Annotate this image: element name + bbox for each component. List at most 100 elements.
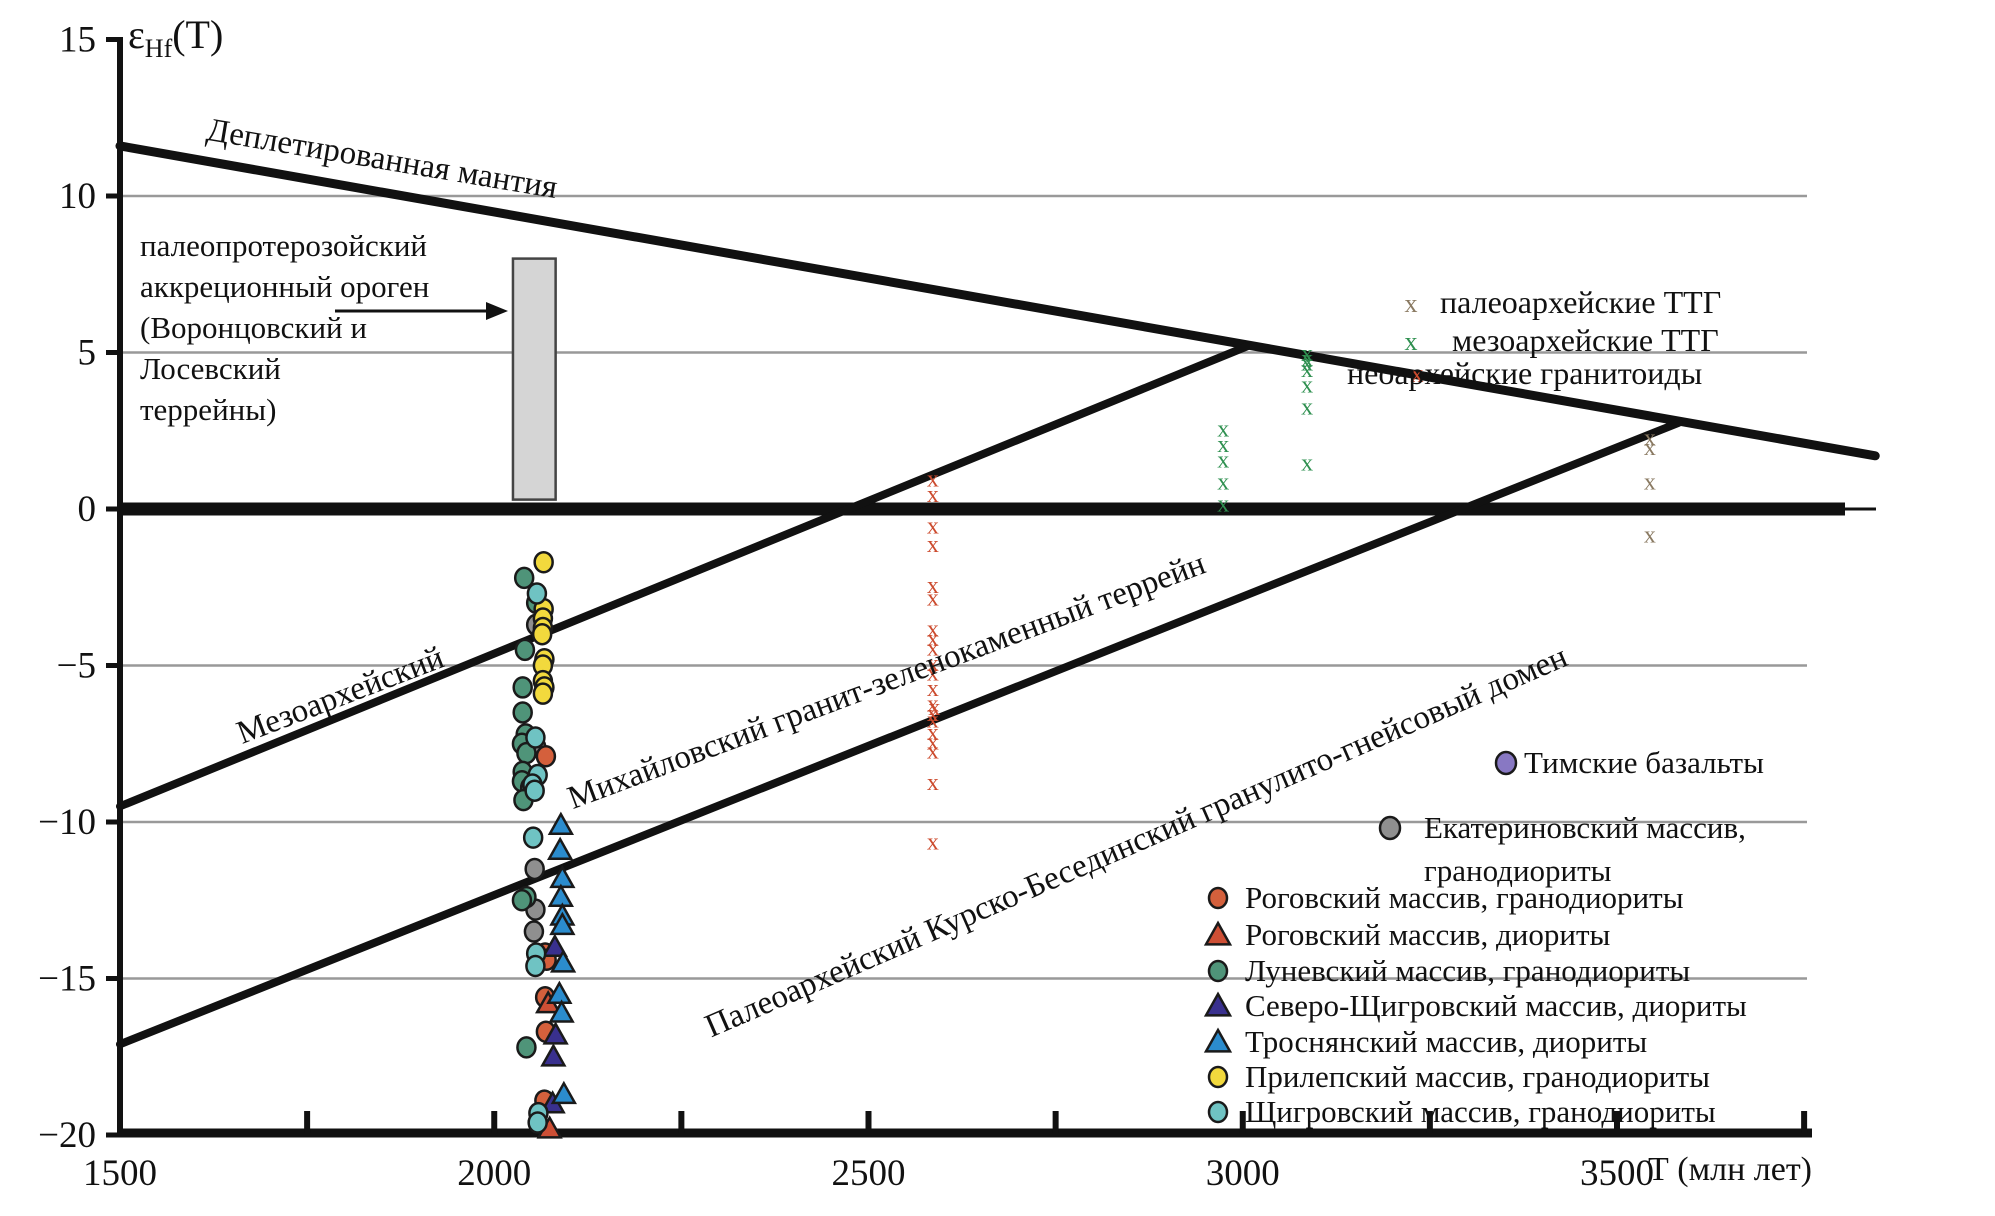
legend-label-0: Тимские базальты: [1524, 745, 1764, 780]
x-tick-label-1500: 1500: [83, 1153, 157, 1194]
point-Прилепский-массив: [533, 550, 554, 574]
y-axis-title: εHf(Т): [128, 12, 224, 63]
point-Северо-Щигровский-массив: [541, 933, 569, 958]
y-tick-label--20: −20: [38, 1115, 96, 1156]
legend-marker-7: [1203, 1027, 1233, 1053]
point-мезоархейские-ТТГ: x: [1301, 372, 1313, 398]
legend-label-3: Роговский массив, гранодиориты: [1245, 880, 1684, 915]
x-tick-label-2000: 2000: [457, 1153, 531, 1194]
point-неоархейские-гранитоиды: x: [927, 770, 939, 796]
point-неоархейские-гранитоиды: x: [927, 692, 939, 718]
y-tick-label-0: 0: [78, 489, 97, 530]
point-неоархейские-гранитоиды: x: [927, 701, 939, 727]
point-Троснянский-массив: [546, 980, 573, 1004]
legend-marker-0: [1494, 750, 1518, 776]
point-Троснянский-массив: [548, 999, 575, 1023]
y-tick-label-10: 10: [59, 176, 96, 217]
point-Троснянский-массив: [546, 836, 574, 860]
ttg-legend-marker-2: x: [1411, 359, 1424, 388]
kursk_besedinsky_line: [116, 418, 1683, 1049]
y-tick-label--15: −15: [38, 959, 96, 1000]
point-неоархейские-гранитоиды: x: [927, 585, 939, 611]
legend-marker-1: [1378, 815, 1402, 841]
point-мезоархейские-ТТГ: x: [1301, 394, 1313, 420]
point-неоархейские-гранитоиды: x: [927, 720, 939, 746]
point-Троснянский-массив: [547, 811, 575, 835]
point-Щигровский-массив: [525, 726, 546, 749]
point-мезоархейские-ТТГ: x: [1301, 346, 1313, 372]
point-неоархейские-гранитоиды: x: [927, 617, 939, 643]
point-Щигровский-массив: [526, 582, 548, 605]
point-Щигровский-массив: [524, 779, 545, 802]
point-мезоархейские-ТТГ: x: [1217, 491, 1229, 517]
point-неоархейские-гранитоиды: x: [927, 676, 939, 702]
point-неоархейские-гранитоиды: x: [927, 635, 939, 661]
point-палеоархейские-ТТГ: x: [1644, 469, 1656, 495]
point-неоархейские-гранитоиды: x: [927, 829, 939, 855]
point-палеоархейские-ТТГ: x: [1644, 426, 1656, 452]
point-неоархейские-гранитоиды: x: [927, 707, 939, 733]
point-неоархейские-гранитоиды: x: [928, 695, 940, 721]
legend-label-5: Луневский массив, гранодиориты: [1245, 953, 1691, 988]
y-tick-label-15: 15: [59, 20, 96, 61]
legend-marker-6: [1203, 991, 1233, 1017]
point-Прилепский-массив: [531, 622, 553, 646]
point-неоархейские-гранитоиды: x: [927, 660, 939, 686]
point-Прилепский-массив: [532, 682, 554, 705]
legend-marker-9: [1207, 1100, 1229, 1124]
point-Луневский-массив: [516, 1036, 537, 1059]
x-tick-label-2500: 2500: [832, 1153, 906, 1194]
point-Северо-Щигровский-массив: [540, 1043, 567, 1067]
point-Роговский-массив: [535, 745, 557, 768]
y-tick-label--10: −10: [38, 802, 96, 843]
point-мезоархейские-ТТГ: x: [1217, 469, 1229, 495]
ttg-legend-label-2: неоархейские гранитоиды: [1347, 355, 1703, 391]
x-tick-label-3500: 3500: [1580, 1153, 1654, 1194]
point-Екатериновский-массив: [524, 857, 545, 881]
point-мезоархейские-ТТГ: x: [1301, 451, 1313, 477]
point-неоархейские-гранитоиды: x: [927, 466, 939, 492]
point-Луневский-массив: [514, 638, 536, 662]
paleoproterozoic-orogen-label: палеопротерозойский аккреционный ороген …: [140, 228, 430, 427]
legend-label-2: гранодиориты: [1424, 853, 1612, 888]
point-палеоархейские-ТТГ: x: [1644, 523, 1656, 549]
ttg-legend-label-1: мезоархейские ТТГ: [1452, 322, 1719, 358]
point-Луневский-массив: [513, 566, 535, 590]
point-мезоархейские-ТТГ: x: [1217, 448, 1229, 474]
y-tick-label-5: 5: [78, 333, 97, 374]
point-неоархейские-гранитоиды: x: [927, 739, 939, 765]
point-Троснянский-массив: [549, 911, 576, 936]
point-Щигровский-массив: [527, 1111, 548, 1134]
point-неоархейские-гранитоиды: x: [927, 729, 939, 755]
point-неоархейские-гранитоиды: x: [927, 532, 939, 558]
point-неоархейские-гранитоиды: x: [927, 573, 939, 599]
legend-marker-5: [1207, 959, 1229, 983]
point-мезоархейские-ТТГ: x: [1301, 357, 1313, 383]
ttg-legend-marker-0: x: [1405, 289, 1418, 318]
point-палеоархейские-ТТГ: x: [1644, 435, 1656, 461]
point-неоархейские-гранитоиды: x: [927, 651, 939, 677]
point-мезоархейские-ТТГ: x: [1301, 351, 1313, 377]
legend-marker-3: [1207, 886, 1229, 910]
point-неоархейские-гранитоиды: x: [927, 482, 939, 508]
depleted_mantle: [115, 141, 1880, 461]
legend-label-6: Северо-Щигровский массив, диориты: [1245, 988, 1747, 1023]
point-Щигровский-массив: [522, 826, 544, 849]
point-Луневский-массив: [511, 889, 533, 912]
point-мезоархейские-ТТГ: x: [1301, 341, 1313, 367]
x-axis-title: Т (млн лет): [1648, 1151, 1813, 1188]
point-Троснянский-массив: [549, 949, 577, 973]
point-Луневский-массив: [512, 701, 533, 724]
mikhailovsky_line: [116, 342, 1252, 811]
point-Екатериновский-массив: [523, 920, 545, 943]
point-Щигровский-массив: [525, 954, 546, 978]
legend-marker-4: [1203, 920, 1233, 946]
legend-label-8: Прилепский массив, гранодиориты: [1245, 1059, 1710, 1094]
point-неоархейские-гранитоиды: x: [927, 626, 939, 652]
orogen-bar: [511, 257, 557, 501]
x-tick-label-3000: 3000: [1206, 1153, 1280, 1194]
point-Троснянский-массив: [547, 883, 575, 907]
orogen-arrow-head-icon: [486, 302, 508, 320]
ttg-legend-marker-1: x: [1405, 327, 1418, 356]
